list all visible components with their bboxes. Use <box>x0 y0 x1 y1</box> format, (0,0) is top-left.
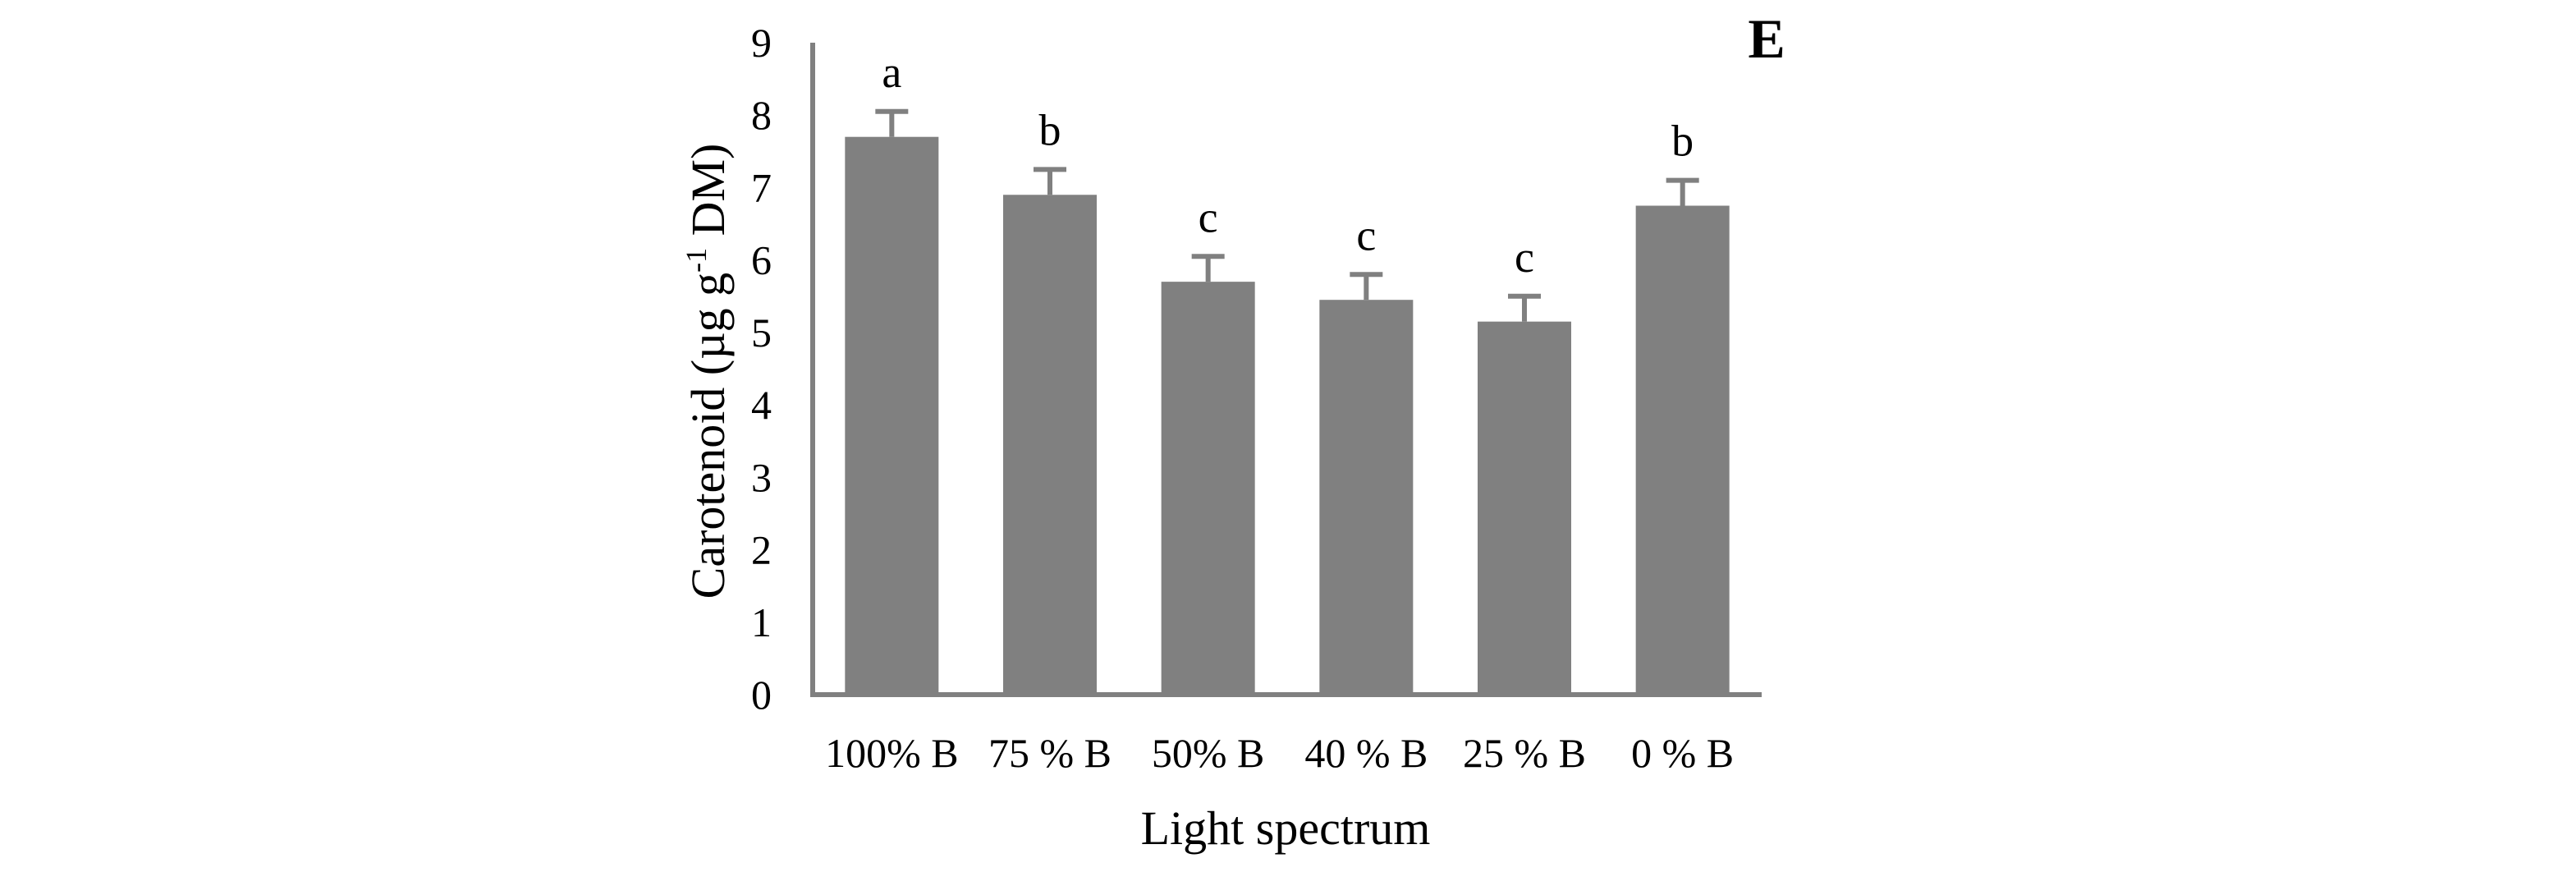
significance-letter: c <box>1199 192 1218 241</box>
bars <box>845 136 1730 695</box>
y-axis-title-unit: DM) <box>681 144 735 248</box>
y-tick-label: 0 <box>751 672 772 718</box>
bar <box>1478 321 1571 695</box>
significance-letter: c <box>1356 210 1376 259</box>
x-axis-title: Light spectrum <box>1141 801 1431 855</box>
bar <box>1003 195 1097 695</box>
y-tick-label: 4 <box>751 382 772 428</box>
y-tick-label: 7 <box>751 164 772 210</box>
y-axis-title-main: Carotenoid (µg g <box>681 273 735 599</box>
x-category-label: 40 % B <box>1304 730 1428 776</box>
bar <box>1319 300 1414 695</box>
y-tick-label: 2 <box>751 527 772 573</box>
x-category-label: 25 % B <box>1463 730 1586 776</box>
x-category-label: 50% B <box>1152 730 1265 776</box>
y-tick-label: 6 <box>751 237 772 283</box>
y-axis-title-superscript: -1 <box>680 248 713 273</box>
error-bars <box>875 108 1699 322</box>
bar <box>845 136 939 695</box>
significance-letter: c <box>1515 232 1534 282</box>
bar <box>1161 282 1255 695</box>
y-tick-label: 5 <box>751 310 772 356</box>
y-tick-label: 9 <box>751 20 772 66</box>
significance-letter: b <box>1039 105 1061 154</box>
x-axis-categories: 100% B 75 % B 50% B 40 % B 25 % B 0 % B <box>825 730 1734 776</box>
x-category-label: 100% B <box>825 730 959 776</box>
y-tick-label: 1 <box>751 599 772 645</box>
significance-letter: b <box>1671 117 1694 166</box>
panel-label: E <box>1748 7 1785 70</box>
y-axis-ticks: 0 1 2 3 4 5 6 7 8 9 <box>751 20 772 718</box>
significance-letters: a b c c c b <box>882 48 1694 282</box>
x-category-label: 0 % B <box>1631 730 1734 776</box>
y-tick-label: 3 <box>751 454 772 500</box>
y-axis-title: Carotenoid (µg g-1 DM) <box>680 144 735 599</box>
significance-letter: a <box>882 48 901 97</box>
bar <box>1635 205 1730 695</box>
x-category-label: 75 % B <box>988 730 1112 776</box>
y-tick-label: 8 <box>751 92 772 138</box>
